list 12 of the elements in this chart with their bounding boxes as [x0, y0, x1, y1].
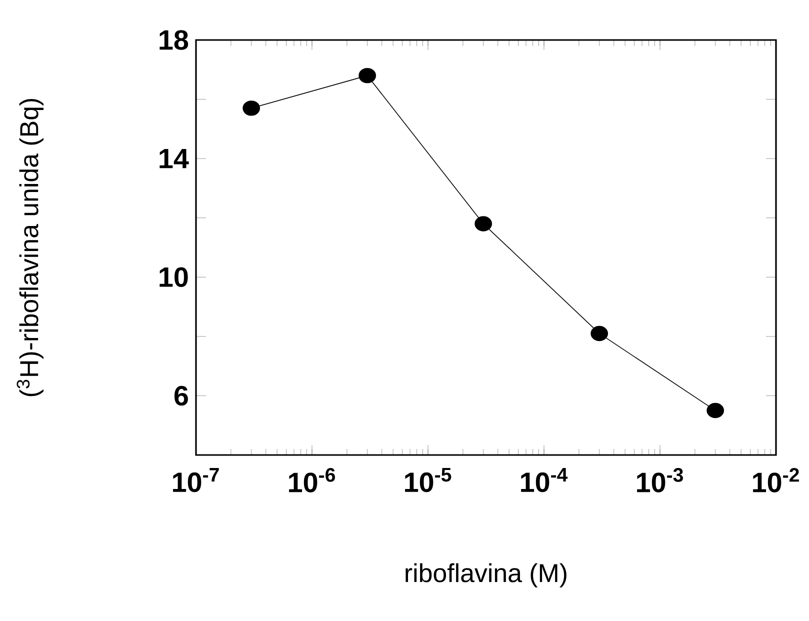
y-tick-label: 18 — [160, 30, 188, 50]
x-tick-label: 10$^{-5}$ — [405, 468, 452, 492]
x-tick-label: 10$^{-3}$ — [637, 468, 683, 492]
x-tick-label: 10$^{-7}$ — [173, 468, 219, 492]
x-tick-label: 10$^{-2}$ — [753, 468, 799, 492]
y-tick-label: 14 — [160, 148, 189, 168]
x-tick-label: 10$^{-4}$ — [521, 468, 568, 492]
y-tick-label: 10 — [160, 267, 188, 288]
y-tick-label: 6 — [174, 386, 188, 406]
x-axis-title: riboflavina (M) — [406, 563, 566, 588]
y-axis-title: ($^{3}$H)-riboflavina unida (Bq) — [16, 98, 44, 396]
x-tick-label: 10$^{-6}$ — [289, 468, 335, 492]
